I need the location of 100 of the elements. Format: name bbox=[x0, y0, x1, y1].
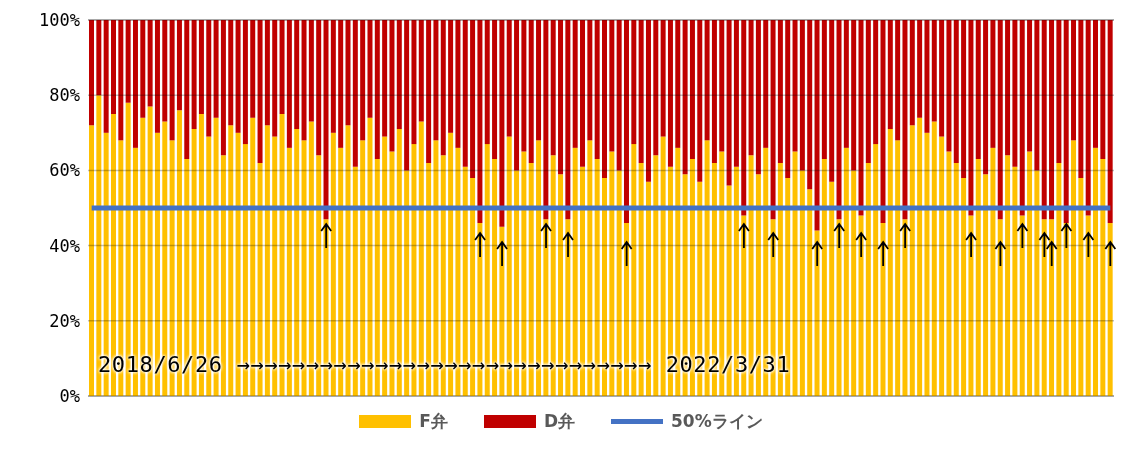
bar bbox=[1100, 20, 1106, 160]
bar bbox=[1005, 155, 1011, 396]
bar bbox=[580, 20, 586, 167]
bar bbox=[763, 20, 769, 148]
bar bbox=[785, 20, 791, 178]
bar bbox=[1071, 20, 1077, 141]
bar bbox=[917, 117, 923, 396]
bar bbox=[858, 20, 864, 216]
bar bbox=[1093, 20, 1099, 148]
bar bbox=[352, 20, 358, 167]
bar bbox=[792, 20, 798, 152]
bar bbox=[587, 20, 593, 141]
bar bbox=[184, 20, 190, 160]
bar bbox=[330, 20, 336, 133]
bar bbox=[983, 174, 989, 396]
bar bbox=[499, 20, 505, 227]
bar bbox=[1027, 20, 1033, 152]
bar bbox=[799, 20, 805, 171]
bar bbox=[887, 129, 893, 396]
bar bbox=[1019, 215, 1025, 396]
bar bbox=[572, 20, 578, 148]
bar bbox=[697, 20, 703, 182]
bar bbox=[308, 20, 314, 122]
bar bbox=[1027, 151, 1033, 396]
bar bbox=[653, 20, 659, 156]
bar bbox=[169, 20, 175, 141]
bar bbox=[653, 155, 659, 396]
bar bbox=[873, 20, 879, 145]
bar bbox=[103, 20, 109, 133]
bar bbox=[895, 20, 901, 141]
bar bbox=[770, 20, 776, 220]
bar bbox=[924, 20, 930, 133]
bar bbox=[865, 162, 871, 396]
bar bbox=[829, 181, 835, 396]
bar bbox=[616, 20, 622, 171]
bar bbox=[975, 20, 981, 160]
bar bbox=[264, 20, 270, 126]
legend-label: F弁 bbox=[419, 410, 448, 433]
bar bbox=[997, 219, 1003, 396]
bar bbox=[851, 170, 857, 396]
bar bbox=[997, 20, 1003, 220]
bar bbox=[711, 20, 717, 163]
bar bbox=[1107, 20, 1113, 224]
bar bbox=[1049, 219, 1055, 396]
y-tick-label: 40% bbox=[49, 235, 80, 256]
bar bbox=[829, 20, 835, 182]
bar bbox=[990, 20, 996, 148]
bar bbox=[286, 20, 292, 148]
bar bbox=[609, 20, 615, 152]
bar bbox=[426, 20, 432, 163]
bar bbox=[1085, 20, 1091, 216]
bar bbox=[931, 20, 937, 122]
bar bbox=[521, 20, 527, 152]
bar bbox=[1056, 20, 1062, 163]
bar bbox=[191, 20, 197, 130]
bar bbox=[939, 136, 945, 396]
bar bbox=[294, 20, 300, 130]
bar bbox=[514, 20, 520, 171]
bar bbox=[345, 20, 351, 126]
bar bbox=[968, 215, 974, 396]
y-tick-label: 100% bbox=[39, 10, 80, 31]
bar bbox=[301, 20, 307, 141]
y-tick-label: 60% bbox=[49, 160, 80, 181]
y-tick-label: 0% bbox=[59, 386, 80, 407]
bar bbox=[1093, 147, 1099, 396]
bar bbox=[89, 125, 94, 396]
bar bbox=[235, 20, 241, 133]
bar bbox=[558, 20, 564, 175]
bar bbox=[154, 20, 160, 133]
bar bbox=[89, 20, 94, 126]
bar bbox=[887, 20, 893, 130]
bar bbox=[316, 20, 322, 156]
bar bbox=[404, 20, 410, 171]
bar bbox=[250, 20, 256, 118]
legend-label: D弁 bbox=[543, 410, 576, 433]
bar bbox=[1019, 20, 1025, 216]
bar bbox=[323, 20, 329, 220]
bar bbox=[917, 20, 923, 118]
bar bbox=[660, 20, 666, 137]
bar bbox=[961, 177, 967, 396]
bar bbox=[118, 20, 124, 141]
bar bbox=[1034, 170, 1040, 396]
bar bbox=[1085, 215, 1091, 396]
bar bbox=[110, 20, 116, 114]
bar bbox=[338, 20, 344, 148]
bar bbox=[147, 20, 153, 107]
bar bbox=[242, 20, 248, 145]
bar bbox=[836, 219, 842, 396]
y-tick-label: 80% bbox=[49, 85, 80, 106]
bar bbox=[814, 230, 820, 396]
bar bbox=[931, 121, 937, 396]
bar bbox=[272, 20, 278, 137]
bar bbox=[418, 20, 424, 122]
bar bbox=[1005, 20, 1011, 156]
bar bbox=[1071, 140, 1077, 396]
bar bbox=[594, 20, 600, 160]
bar bbox=[865, 20, 871, 163]
bar bbox=[279, 20, 285, 114]
bar bbox=[1012, 20, 1018, 167]
bar bbox=[198, 20, 204, 114]
